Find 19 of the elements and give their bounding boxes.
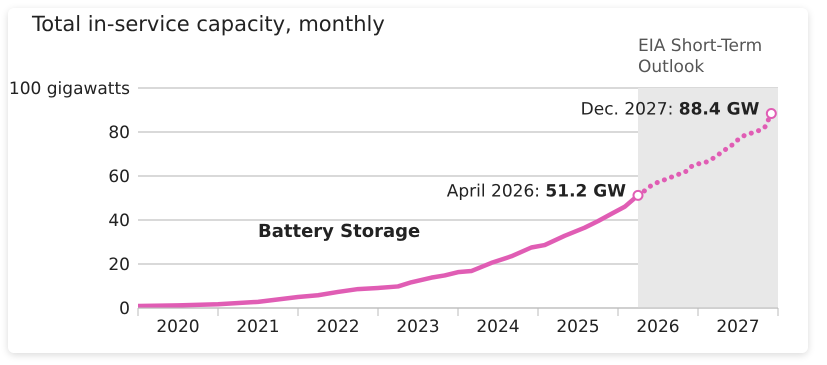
band-label: EIA Short-Term Outlook — [638, 36, 763, 78]
y-tick-label: 80 — [108, 123, 130, 143]
chart-title: Total in-service capacity, monthly — [32, 12, 385, 36]
x-tick-label: 2023 — [396, 317, 440, 337]
x-tick-label: 2026 — [636, 317, 680, 337]
x-tick-label: 2021 — [236, 317, 280, 337]
x-tick-label: 2024 — [476, 317, 520, 337]
y-tick-label: 20 — [108, 255, 130, 275]
annotation: Battery Storage — [258, 221, 420, 242]
x-tick-label: 2025 — [556, 317, 600, 337]
annotation: April 2026: 51.2 GW — [446, 181, 626, 202]
y-tick-label: 40 — [108, 211, 130, 231]
y-tick-label: 0 — [119, 299, 130, 319]
y-tick-label: 60 — [108, 167, 130, 187]
x-tick-label: 2027 — [716, 317, 760, 337]
annotation: Dec. 2027: 88.4 GW — [580, 100, 760, 120]
x-tick-label: 2022 — [316, 317, 360, 337]
y-tick-label: 100 gigawatts — [8, 79, 130, 99]
x-tick-label: 2020 — [156, 317, 200, 337]
